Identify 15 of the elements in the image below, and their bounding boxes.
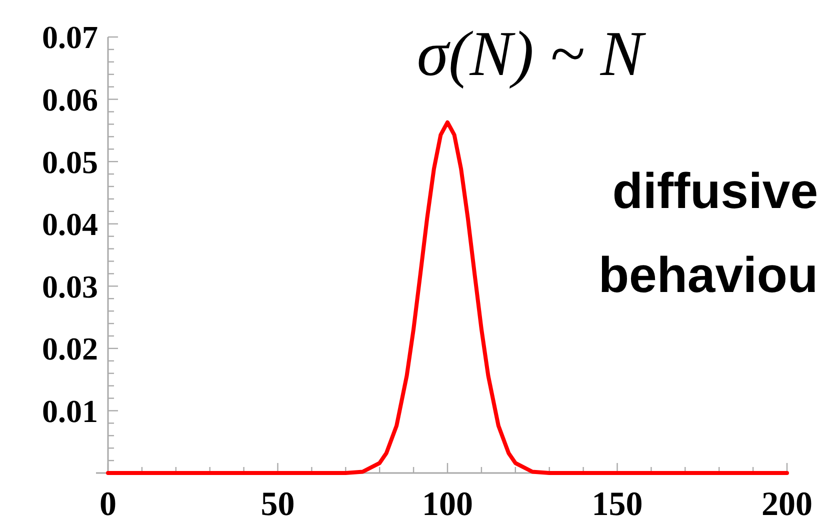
y-tick-label: 0.04 [42,206,98,242]
y-tick-label: 0.01 [42,392,98,429]
x-tick-label: 150 [592,486,643,523]
x-tick-label: 100 [422,486,473,523]
chart-title: σ(N) ~ N [416,18,646,89]
y-tick-label: 0.05 [42,144,98,180]
annotation: diffusive [612,163,818,219]
x-tick-label: 0 [100,486,116,523]
y-tick-label: 0.03 [42,268,98,304]
y-tick-label: 0.07 [42,19,98,56]
annotation: behaviou [598,247,818,303]
x-tick-label: 50 [260,486,295,523]
x-tick-label: 200 [762,486,812,523]
y-tick-label: 0.06 [42,81,98,118]
y-tick-label: 0.02 [42,330,98,367]
